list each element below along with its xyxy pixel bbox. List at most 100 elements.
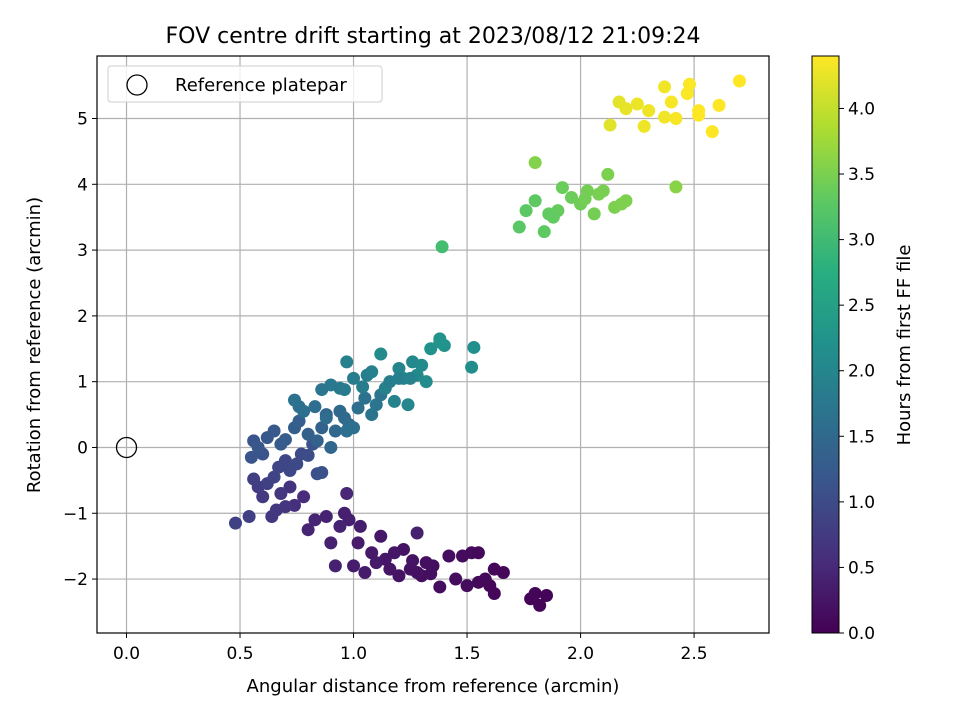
data-point [683, 77, 697, 91]
data-point [533, 598, 547, 612]
data-point [315, 421, 329, 435]
data-point [337, 506, 351, 520]
x-tick-label: 2.5 [681, 644, 708, 664]
reference-marker [115, 436, 138, 459]
data-point [308, 513, 322, 527]
data-point [278, 454, 292, 468]
data-point [419, 375, 433, 389]
data-point [351, 536, 365, 550]
data-point [347, 371, 361, 385]
data-point [251, 440, 265, 454]
data-point [528, 156, 542, 170]
data-point [283, 480, 297, 494]
data-point [297, 404, 311, 418]
colorbar-ticks: 0.0 0.5 1.0 1.5 2.0 2.5 3.0 3.5 4.0 [839, 99, 875, 644]
x-tick-label: 2.0 [567, 644, 594, 664]
colorbar-tick-label: 0.0 [848, 624, 875, 644]
colorbar-gradient [811, 55, 840, 634]
legend-label: Reference platepar [175, 75, 347, 96]
data-point [374, 347, 388, 361]
data-point [328, 559, 342, 573]
x-axis-ticks: 0.0 0.5 1.0 1.5 2.0 2.5 [113, 633, 708, 664]
y-tick-label: 2 [77, 307, 88, 327]
data-point [288, 393, 302, 407]
x-tick-label: 0.0 [113, 644, 140, 664]
data-point [297, 490, 311, 504]
data-point [374, 529, 388, 543]
data-point [705, 125, 719, 139]
x-tick-label: 1.5 [454, 644, 481, 664]
data-point [460, 579, 474, 593]
data-point [732, 74, 746, 88]
data-point [337, 383, 351, 397]
data-point [658, 80, 672, 94]
colorbar-tick-label: 1.5 [848, 427, 875, 447]
data-point [664, 95, 678, 109]
data-point [358, 565, 372, 579]
data-point [328, 424, 342, 438]
colorbar-tick-label: 4.0 [848, 99, 875, 119]
colorbar: 0.0 0.5 1.0 1.5 2.0 2.5 3.0 3.5 4.0 Hours from f… [811, 55, 915, 644]
data-point [274, 487, 288, 501]
data-point [383, 562, 397, 576]
data-point [392, 569, 406, 583]
data-point [247, 472, 261, 486]
x-tick-label: 1.0 [340, 644, 367, 664]
y-tick-label: 1 [77, 373, 88, 393]
data-point [406, 554, 420, 568]
data-point [630, 97, 644, 111]
plot-frame [96, 55, 770, 634]
data-point [340, 355, 354, 369]
data-point [244, 450, 258, 464]
data-point [415, 358, 429, 372]
data-point [301, 523, 315, 537]
y-tick-label: 5 [77, 110, 88, 130]
data-point [278, 433, 292, 447]
colorbar-tick-label: 3.5 [848, 165, 875, 185]
data-point [555, 181, 569, 195]
data-point [319, 510, 333, 524]
data-point [669, 112, 683, 126]
data-point [619, 102, 633, 116]
data-point [658, 110, 672, 124]
data-point [365, 546, 379, 560]
x-tick-label: 0.5 [227, 644, 254, 664]
data-point [433, 335, 447, 349]
data-point [301, 448, 315, 462]
y-axis-ticks: −2 −1 0 1 2 3 4 5 [63, 110, 97, 590]
data-point [401, 398, 415, 412]
data-point [242, 510, 256, 524]
data-point [692, 104, 706, 118]
reference-point [115, 436, 138, 459]
data-point [403, 371, 417, 385]
data-point [519, 204, 533, 218]
data-point [324, 536, 338, 550]
data-point [310, 434, 324, 448]
data-point [540, 588, 554, 602]
colorbar-label: Hours from first FF file [894, 245, 915, 446]
y-axis-label: Rotation from reference (arcmin) [24, 197, 45, 493]
data-point [365, 408, 379, 422]
data-point [290, 457, 304, 471]
y-tick-label: 3 [77, 241, 88, 261]
data-point [319, 411, 333, 425]
colorbar-tick-label: 1.0 [848, 493, 875, 513]
data-point [387, 394, 401, 408]
data-point [546, 210, 560, 224]
data-point [333, 519, 347, 533]
legend: Reference platepar [107, 65, 383, 103]
data-point [587, 207, 601, 221]
data-point [351, 401, 365, 415]
data-point [340, 424, 354, 438]
data-point [267, 470, 281, 484]
legend-box [107, 65, 383, 103]
data-point [471, 546, 485, 560]
data-point [601, 167, 615, 181]
data-point [392, 371, 406, 385]
data-point [340, 487, 354, 501]
data-point [596, 184, 610, 198]
data-point [301, 427, 315, 441]
data-point [356, 380, 370, 394]
data-point [419, 556, 433, 570]
